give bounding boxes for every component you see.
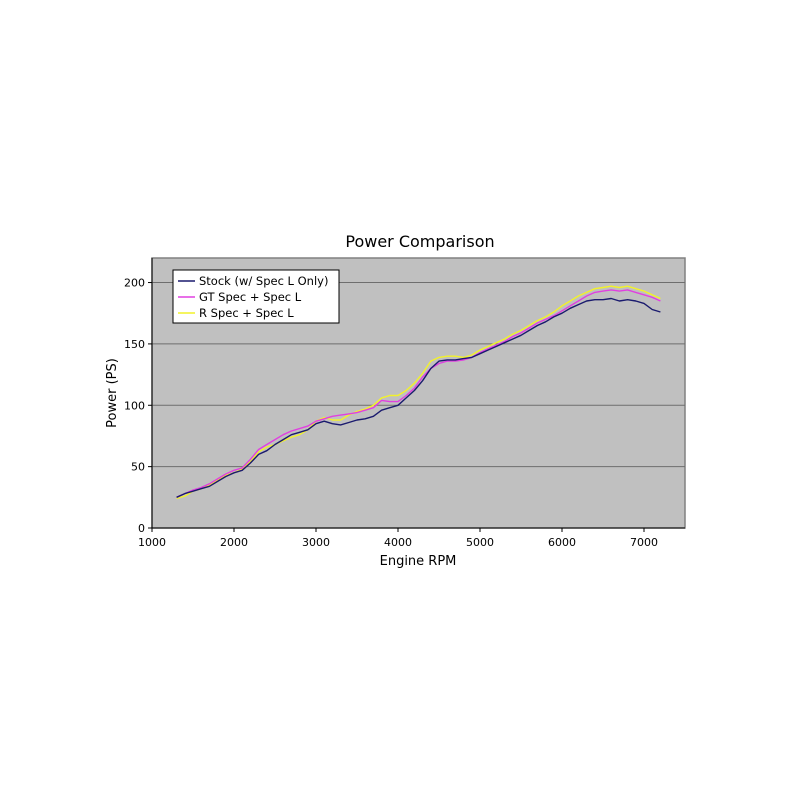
x-tick-label: 2000 xyxy=(220,536,248,549)
legend-box xyxy=(172,269,340,324)
x-axis-ticks: 1000 2000 3000 4000 5000 6000 7000 xyxy=(138,528,658,549)
y-tick-label: 100 xyxy=(124,399,145,412)
axes xyxy=(151,258,685,529)
y-tick-label: 0 xyxy=(138,522,145,535)
x-tick-label: 4000 xyxy=(384,536,412,549)
legend-label-1: GT Spec + Spec L xyxy=(199,290,302,304)
legend: Stock (w/ Spec L Only) GT Spec + Spec L R … xyxy=(172,269,340,324)
chart-title: Power Comparison xyxy=(345,232,494,251)
series-line-2 xyxy=(176,285,661,500)
gridlines xyxy=(152,282,685,468)
y-tick-label: 200 xyxy=(124,277,145,290)
legend-label-0: Stock (w/ Spec L Only) xyxy=(199,274,328,288)
series-layer xyxy=(176,285,661,500)
x-axis-label: Engine RPM xyxy=(380,554,457,569)
series-line-0 xyxy=(176,297,661,498)
y-tick-label: 150 xyxy=(124,338,145,351)
x-tick-label: 1000 xyxy=(138,536,166,549)
x-tick-label: 3000 xyxy=(302,536,330,549)
x-tick-label: 7000 xyxy=(630,536,658,549)
y-axis-label: Power (PS) xyxy=(105,358,120,428)
series-line-1 xyxy=(176,289,661,498)
x-tick-label: 6000 xyxy=(548,536,576,549)
y-tick-label: 50 xyxy=(131,461,145,474)
x-tick-label: 5000 xyxy=(466,536,494,549)
y-axis-ticks: 0 50 100 150 200 xyxy=(124,277,152,535)
legend-label-2: R Spec + Spec L xyxy=(199,306,294,320)
